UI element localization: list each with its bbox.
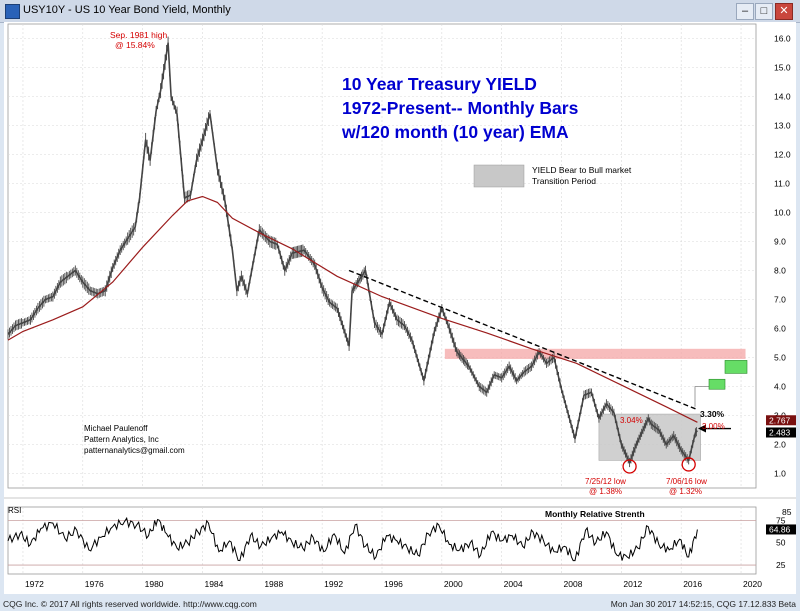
y-tick-label: 14.0 [774,92,791,102]
x-tick-label: 2000 [444,579,463,589]
rsi-tick-label: 25 [776,560,786,570]
x-tick-label: 2020 [743,579,762,589]
x-tick-label: 1992 [324,579,343,589]
y-tick-label: 6.0 [774,324,786,334]
minimize-button[interactable]: – [736,3,754,20]
x-tick-label: 2008 [564,579,583,589]
level-300-label: 3.00% [702,422,725,431]
last-price-label: 2.483 [769,427,791,437]
low-2016-line2: @ 1.32% [669,487,702,496]
x-tick-label: 2004 [504,579,523,589]
plot-area[interactable]: 1.02.03.04.05.06.07.08.09.010.011.012.01… [4,22,799,594]
chart-canvas[interactable]: 1.02.03.04.05.06.07.08.09.010.011.012.01… [4,22,799,594]
rsi-title: Monthly Relative Strenth [545,509,645,519]
peak-annotation-line2: @ 15.84% [115,40,155,50]
author-name: Michael Paulenoff [84,424,148,433]
x-tick-label: 1972 [25,579,44,589]
legend-label-line2: Transition Period [532,176,596,186]
ema-series-line [7,195,698,423]
rsi-last-label-bg [766,524,799,535]
status-copyright: CQG Inc. © 2017 All rights reserved worl… [3,599,257,609]
chart-title-line1: 10 Year Treasury YIELD [342,74,537,94]
legend-label-line1: YIELD Bear to Bull market [532,165,632,175]
level-304-label: 3.04% [620,416,643,425]
peak-annotation-line1: Sep. 1981 high [110,30,167,40]
x-tick-label: 1980 [145,579,164,589]
window-title: USY10Y - US 10 Year Bond Yield, Monthly [23,4,231,16]
level-330-label: 3.30% [700,409,725,419]
chart-title-line3: w/120 month (10 year) EMA [341,122,569,142]
y-tick-label: 4.0 [774,382,786,392]
rsi-series-line [7,516,698,562]
y-tick-label: 9.0 [774,237,786,247]
chart-title-line2: 1972-Present-- Monthly Bars [342,98,579,118]
rsi-tick-label: 75 [776,515,786,525]
y-tick-label: 15.0 [774,63,791,73]
y-tick-label: 10.0 [774,208,791,218]
x-tick-label: 1976 [85,579,104,589]
rsi-top-tick-label: 85 [782,507,792,517]
last-ema-label: 2.767 [769,415,791,425]
y-tick-label: 8.0 [774,266,786,276]
low-2012-line2: @ 1.38% [589,487,622,496]
last-ema-label-bg [766,415,799,426]
resistance-band [444,348,746,359]
low-2016-circle [681,457,696,472]
current-arrow-head [698,424,706,433]
close-button[interactable]: ✕ [775,3,793,20]
app-icon [5,4,20,19]
downtrend-line [348,269,698,411]
maximize-button[interactable]: □ [755,3,773,20]
y-tick-label: 11.0 [774,179,790,189]
y-tick-label: 1.0 [774,469,786,479]
y-tick-label: 2.0 [774,440,786,450]
title-bar: USY10Y - US 10 Year Bond Yield, Monthly … [0,0,800,23]
status-bar: CQG Inc. © 2017 All rights reserved worl… [0,597,800,611]
y-tick-label: 13.0 [774,121,791,131]
last-price-label-bg [766,427,799,438]
rsi-panel-label: RSI [8,506,21,515]
author-email: patternanalytics@gmail.com [84,446,185,455]
low-2016-line1: 7/06/16 low [666,477,707,486]
y-tick-label: 7.0 [774,295,786,305]
grid [8,24,756,574]
status-timestamp: Mon Jan 30 2017 14:52:15, CQG 17.12.833 … [610,599,796,609]
x-tick-label: 2016 [683,579,702,589]
x-tick-label: 1984 [204,579,223,589]
rsi-last-label: 64.86 [769,524,791,534]
x-tick-label: 1996 [384,579,403,589]
y-tick-label: 5.0 [774,353,786,363]
low-2012-circle [622,459,637,474]
y-tick-label: 12.0 [774,150,791,160]
x-tick-label: 2012 [623,579,642,589]
y-tick-label: 16.0 [774,34,791,44]
legend-swatch [473,164,525,188]
author-company: Pattern Analytics, Inc [84,435,159,444]
x-tick-label: 1988 [264,579,283,589]
target-box-large [724,360,748,374]
low-2012-line1: 7/25/12 low [585,477,626,486]
target-box-small [708,378,726,390]
rsi-tick-label: 50 [776,538,786,548]
